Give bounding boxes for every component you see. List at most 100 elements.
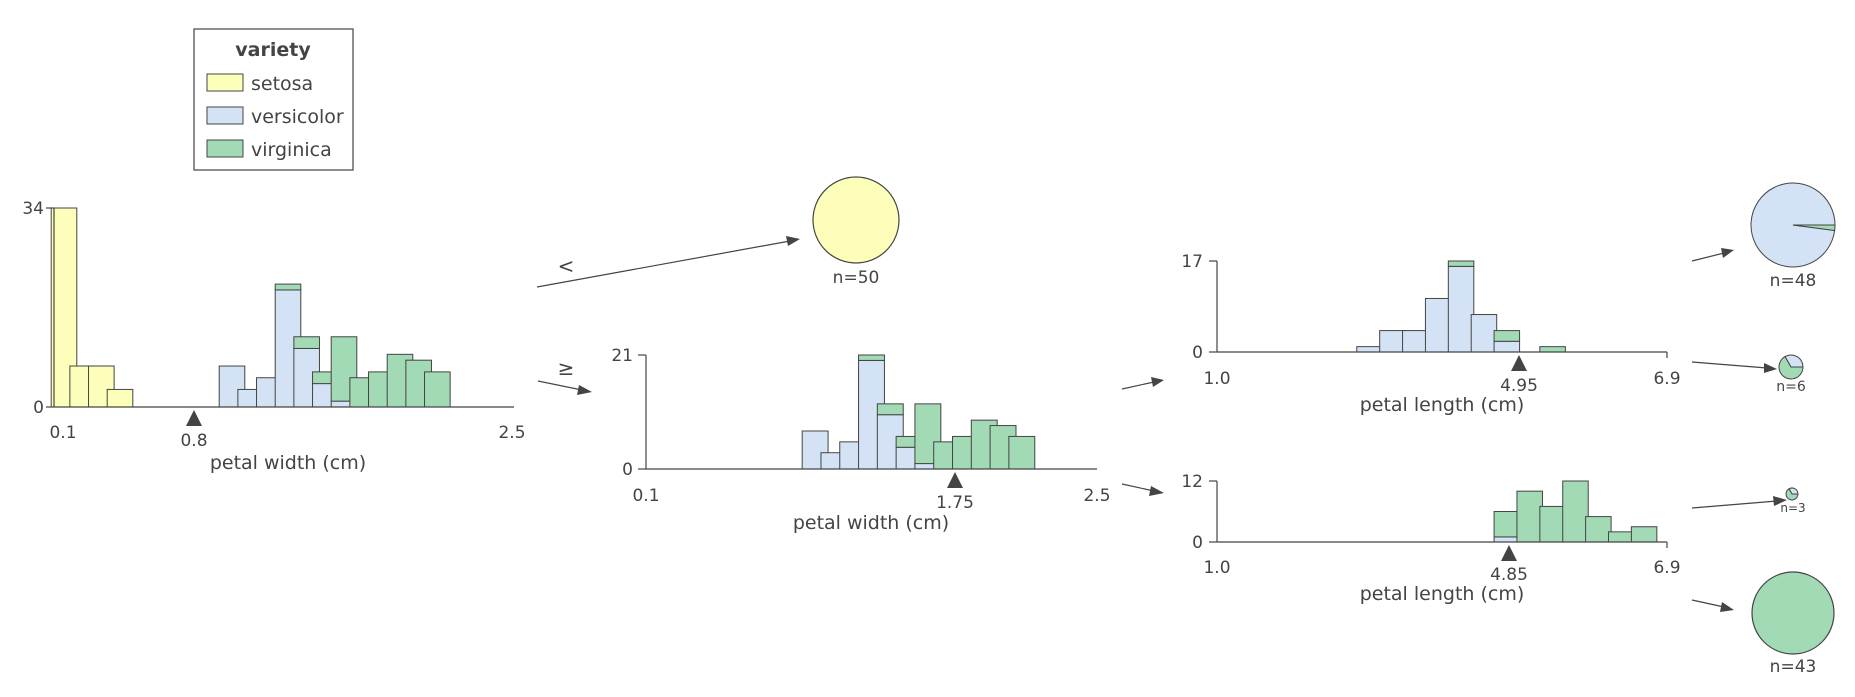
upper-length-split-marker [1511, 355, 1527, 371]
leaf-edges [1691, 248, 1787, 612]
leaf-setosa-pie [812, 176, 900, 264]
upper-length-xmin-label: 1.0 [1203, 369, 1230, 389]
lower-length-bar-virginica-5 [1607, 531, 1635, 543]
leaf-c-slice-virginica [1785, 488, 1799, 501]
root-bar-virginica-16 [424, 371, 451, 408]
right-bar-virginica-11 [1008, 435, 1036, 470]
legend-label-setosa: setosa [251, 73, 313, 95]
root-split-label: 0.8 [180, 431, 207, 451]
edge-right-lower [1121, 483, 1155, 492]
edge-leaf-d-arrowhead [1720, 602, 1734, 612]
decision-node-upper-length: 17 0 1.0 6.9 4.95 petal length (cm) [1181, 252, 1680, 416]
root-bar-setosa-3 [106, 388, 134, 408]
leaf-a: n=48 [1750, 182, 1836, 291]
root-histogram-bars [50, 207, 451, 408]
lower-length-bar-virginica-2 [1539, 505, 1566, 543]
right-xmin-label: 0.1 [632, 486, 659, 506]
right-bar-virginica-3 [858, 354, 885, 361]
right-bar-virginica-4 [876, 403, 904, 416]
lower-length-xmax-label: 6.9 [1653, 558, 1680, 578]
leaf-setosa: n=50 [812, 176, 900, 288]
root-split-marker [186, 410, 202, 426]
edge-leaf-a-arrowhead [1721, 248, 1734, 258]
upper-length-bar-versicolor-0 [1356, 346, 1383, 353]
root-node: 34 0 0.1 2.5 0.8 petal width (cm) [22, 199, 525, 474]
upper-length-bar-versicolor-2 [1402, 330, 1429, 353]
upper-length-bar-versicolor-5 [1470, 314, 1498, 353]
upper-length-histogram-bars [1356, 260, 1566, 353]
legend-label-versicolor: versicolor [251, 106, 344, 128]
leaf-c-pie [1785, 487, 1799, 501]
right-feature-label: petal width (cm) [793, 512, 949, 534]
lower-length-bar-virginica-0 [1493, 511, 1521, 538]
leaf-b: n=6 [1776, 354, 1806, 395]
edge-leaf-c-arrowhead [1773, 496, 1787, 506]
lower-length-bar-virginica-3 [1562, 480, 1589, 543]
right-xmax-label: 2.5 [1083, 486, 1110, 506]
leaf-c: n=3 [1780, 487, 1806, 515]
leaf-d-count: n=43 [1770, 657, 1817, 677]
lower-length-histogram-bars [1493, 480, 1658, 543]
edge-root-left-arrowhead [786, 236, 800, 246]
edge-right-upper [1121, 381, 1155, 390]
legend: variety setosa versicolor virginica [193, 28, 354, 171]
upper-length-bar-versicolor-1 [1379, 330, 1406, 353]
root-ymin-label: 0 [33, 398, 44, 418]
edge-leaf-c [1691, 500, 1778, 509]
root-bar-virginica-8 [274, 283, 302, 291]
upper-length-ymax-label: 17 [1181, 252, 1203, 272]
edge-right-upper-arrowhead [1151, 377, 1164, 387]
upper-length-split-label: 4.95 [1500, 376, 1538, 396]
leaf-d-slice-virginica [1751, 571, 1835, 655]
leaf-b-slice-virginica [1778, 355, 1804, 380]
upper-length-bar-virginica-6 [1493, 330, 1521, 342]
edge-leaf-a [1691, 252, 1725, 262]
edge-leaf-b [1691, 361, 1768, 369]
right-split-marker [947, 472, 963, 488]
root-bar-virginica-9 [293, 336, 320, 349]
upper-length-ymin-label: 0 [1192, 343, 1203, 363]
lower-length-ymin-label: 0 [1192, 533, 1203, 553]
right-histogram-bars [801, 354, 1036, 470]
upper-length-xmax-label: 6.9 [1653, 369, 1680, 389]
lower-length-ymax-label: 12 [1181, 472, 1203, 492]
legend-swatch-setosa [206, 73, 244, 92]
upper-length-bar-virginica-8 [1539, 346, 1566, 353]
edge-root-right-arrowhead [577, 385, 592, 395]
leaf-a-slice-virginica [1792, 224, 1836, 232]
leaf-d: n=43 [1751, 571, 1835, 677]
upper-length-bar-versicolor-6 [1493, 340, 1521, 353]
edge-leaf-b-arrowhead [1764, 363, 1777, 373]
lower-length-bar-versicolor-0 [1493, 536, 1521, 543]
root-xmax-label: 2.5 [498, 423, 525, 443]
root-feature-label: petal width (cm) [210, 452, 366, 474]
leaf-c-count: n=3 [1780, 501, 1805, 515]
lower-length-bar-virginica-6 [1630, 526, 1658, 543]
leaf-a-count: n=48 [1770, 271, 1817, 291]
leaf-d-pie [1751, 571, 1835, 655]
lower-length-xmin-label: 1.0 [1203, 558, 1230, 578]
edge-leaf-d [1691, 599, 1725, 608]
leaf-b-count: n=6 [1776, 379, 1806, 395]
upper-length-bar-versicolor-3 [1424, 297, 1452, 353]
right-split-label: 1.75 [936, 493, 974, 513]
edge-root-left [536, 240, 791, 288]
edge-label-lt: < [558, 254, 575, 278]
edge-label-ge: ≥ [558, 356, 575, 380]
leaf-a-pie [1750, 182, 1836, 268]
upper-length-bar-versicolor-4 [1447, 265, 1475, 353]
right-ymax-label: 21 [611, 346, 633, 366]
legend-title: variety [235, 39, 311, 61]
lower-length-split-marker [1501, 545, 1517, 561]
root-ymax-label: 34 [22, 199, 44, 219]
upper-length-feature-label: petal length (cm) [1360, 394, 1525, 416]
leaf-b-pie [1778, 354, 1804, 380]
lower-length-bar-virginica-1 [1516, 490, 1543, 543]
legend-label-virginica: virginica [251, 139, 332, 161]
decision-node-lower-length: 12 0 1.0 6.9 4.85 petal length (cm) [1181, 472, 1680, 605]
decision-node-right: 21 0 0.1 2.5 1.75 petal width (cm) [611, 346, 1110, 534]
leaf-setosa-count: n=50 [833, 268, 880, 288]
root-xmin-label: 0.1 [49, 423, 76, 443]
edge-right-lower-arrowhead [1149, 486, 1164, 496]
